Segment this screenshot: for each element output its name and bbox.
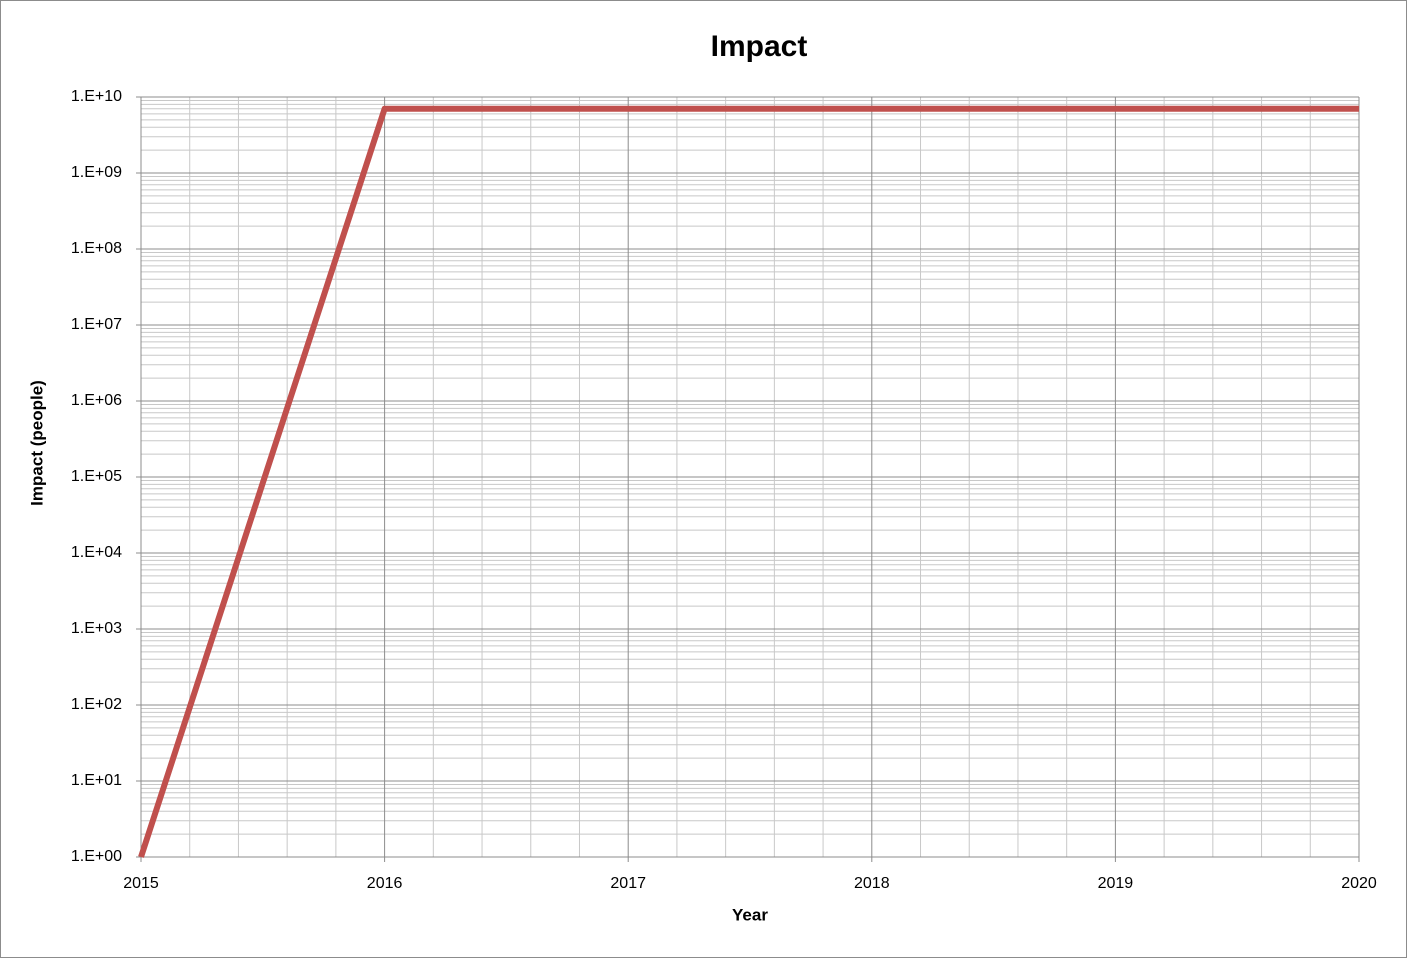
x-tick-label: 2015 bbox=[123, 875, 159, 892]
y-tick-label: 1.E+08 bbox=[71, 240, 122, 257]
y-tick-label: 1.E+03 bbox=[71, 620, 122, 637]
y-tick-label: 1.E+07 bbox=[71, 316, 122, 333]
y-tick-label: 1.E+00 bbox=[71, 848, 122, 865]
x-tick-label: 2017 bbox=[610, 875, 646, 892]
chart-title: Impact bbox=[711, 30, 808, 63]
y-tick-label: 1.E+09 bbox=[71, 164, 122, 181]
data-line bbox=[138, 105, 1359, 858]
x-tick-label: 2016 bbox=[367, 875, 403, 892]
y-tick-label: 1.E+01 bbox=[71, 772, 122, 789]
x-tick-label: 2018 bbox=[854, 875, 890, 892]
x-tick-label: 2019 bbox=[1098, 875, 1134, 892]
x-axis-title: Year bbox=[732, 905, 768, 924]
y-tick-label: 1.E+06 bbox=[71, 392, 122, 409]
y-tick-label: 1.E+02 bbox=[71, 696, 122, 713]
y-tick-label: 1.E+04 bbox=[71, 544, 122, 561]
y-tick-label: 1.E+10 bbox=[71, 88, 122, 105]
y-axis-title: Impact (people) bbox=[27, 380, 46, 506]
y-tick-label: 1.E+05 bbox=[71, 468, 122, 485]
x-tick-label: 2020 bbox=[1341, 875, 1377, 892]
